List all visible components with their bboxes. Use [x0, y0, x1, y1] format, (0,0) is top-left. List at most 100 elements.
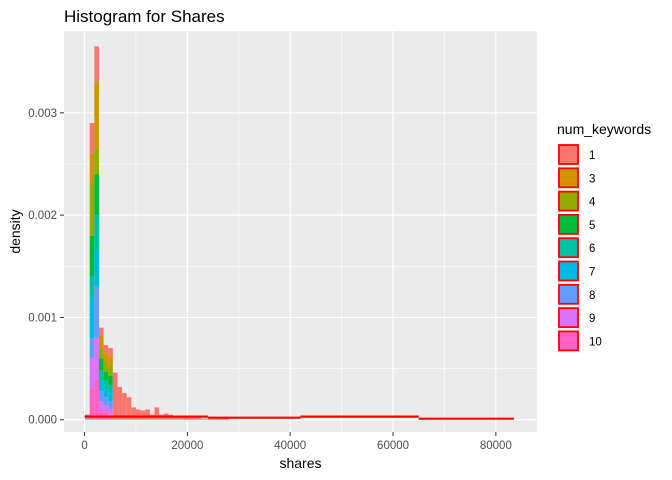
histogram-bar-segment [98, 401, 104, 411]
legend-key [558, 190, 579, 212]
histogram-bar-segment [98, 327, 104, 336]
histogram-bar-segment [89, 337, 95, 359]
histogram-bar-segment [89, 184, 95, 236]
histogram-bar-segment [103, 345, 109, 354]
legend-label: 7 [589, 267, 595, 279]
histogram-bar-segment [89, 389, 95, 420]
histogram-bar-segment [145, 409, 150, 420]
x-tick-label: 0 [81, 440, 87, 452]
legend-title: num_keywords [557, 121, 651, 137]
plot-panel [64, 31, 537, 432]
legend-label: 9 [589, 313, 595, 325]
histogram-bar-segment [154, 407, 160, 420]
histogram-bar-segment [126, 397, 132, 420]
histogram-bar-segment [94, 82, 99, 149]
y-tick-label: 0.002 [28, 210, 57, 222]
histogram-bar-segment [191, 417, 197, 420]
histogram-bar-segment [94, 148, 99, 175]
legend-label: 3 [589, 173, 595, 185]
histogram-bars [84, 46, 514, 420]
x-tick-label: 40000 [274, 440, 306, 452]
y-tick-label: 0.003 [28, 108, 57, 120]
histogram-bar-segment [182, 416, 187, 420]
legend-key [558, 260, 579, 282]
legend-key [558, 144, 579, 165]
legend-label: 8 [589, 290, 595, 302]
histogram-bar-segment [85, 417, 90, 419]
legend-key [558, 213, 579, 235]
legend-key [558, 167, 579, 189]
legend-label: 6 [589, 243, 595, 255]
histogram-bar-segment [98, 358, 104, 371]
histogram-bar-segment [94, 174, 99, 216]
histogram-bar-segment [98, 410, 104, 420]
histogram-bar-segment [210, 418, 215, 420]
x-axis-title: shares [279, 455, 321, 471]
histogram-bar-segment [94, 378, 99, 420]
histogram-bar-segment [98, 391, 104, 402]
histogram-bar-segment [135, 409, 141, 420]
histogram-bar-segment [98, 335, 104, 349]
histogram-bar-segment [89, 276, 95, 297]
histogram-bar-segment [108, 356, 113, 367]
histogram-bar-segment [89, 153, 95, 185]
legend: num_keywords 1 3 4 5 6 7 8 9 10 [557, 121, 651, 352]
legend-key [558, 283, 579, 305]
histogram-bar-segment [89, 235, 95, 277]
y-axis-title: density [7, 209, 23, 253]
histogram-bar-segment [103, 371, 109, 381]
histogram-bar-segment [85, 418, 90, 420]
x-tick-label: 80000 [480, 440, 512, 452]
histogram-bar-segment [94, 286, 99, 338]
histogram-bar-segment [108, 366, 113, 376]
histogram-bar-segment [103, 405, 109, 413]
legend-key [558, 330, 579, 352]
histogram-bar-segment [117, 386, 123, 420]
legend-label: 4 [589, 197, 596, 209]
histogram-bar-segment [89, 296, 95, 338]
legend-label: 1 [589, 150, 595, 162]
histogram-bar-segment [186, 417, 192, 420]
legend-key [558, 237, 579, 259]
legend-key [558, 307, 579, 329]
histogram-bar-segment [89, 358, 95, 390]
histogram-bar-segment [108, 393, 113, 402]
histogram-bar-segment [219, 418, 224, 420]
legend-label: 5 [589, 220, 595, 232]
histogram-bar-segment [94, 215, 99, 251]
histogram-bar-segment [177, 416, 183, 420]
histogram-bar-segment [205, 418, 211, 420]
legend-label: 10 [589, 336, 602, 348]
histogram-bar-segment [98, 380, 104, 392]
histogram-bar-segment [200, 418, 206, 420]
y-tick-label: 0.000 [28, 415, 57, 427]
x-tick-label: 60000 [377, 440, 409, 452]
histogram-bar-segment [89, 123, 95, 154]
histogram-bar-segment [94, 250, 99, 287]
histogram-bar-segment [108, 384, 113, 394]
histogram-bar-segment [103, 353, 109, 363]
x-tick-label: 20000 [171, 440, 203, 452]
histogram-bar-segment [196, 416, 201, 420]
histogram-bar-segment [112, 372, 118, 420]
histogram-bar-segment [98, 348, 104, 359]
axes: 0 20000 40000 60000 80000 0.000 0.001 0.002 0.00… [28, 108, 512, 452]
histogram-bar-segment [108, 348, 113, 357]
histogram-bar-segment [108, 401, 113, 409]
y-tick-label: 0.001 [28, 312, 57, 324]
histogram-bar-segment [85, 414, 90, 416]
histogram-bar-segment [131, 407, 136, 420]
histogram-bar-segment [122, 393, 127, 420]
histogram-bar-segment [108, 408, 113, 415]
histogram-bar-segment [94, 337, 99, 379]
histogram-bar-segment [103, 397, 109, 406]
histogram-bar-segment [108, 375, 113, 385]
histogram-bar-segment [98, 370, 104, 381]
histogram-bar-segment [103, 362, 109, 372]
histogram-bar-segment [103, 389, 109, 398]
chart-title: Histogram for Shares [64, 7, 225, 26]
histogram-bar-segment [140, 410, 146, 420]
histogram-bar-segment [94, 46, 99, 83]
histogram-bar-segment [103, 380, 109, 390]
